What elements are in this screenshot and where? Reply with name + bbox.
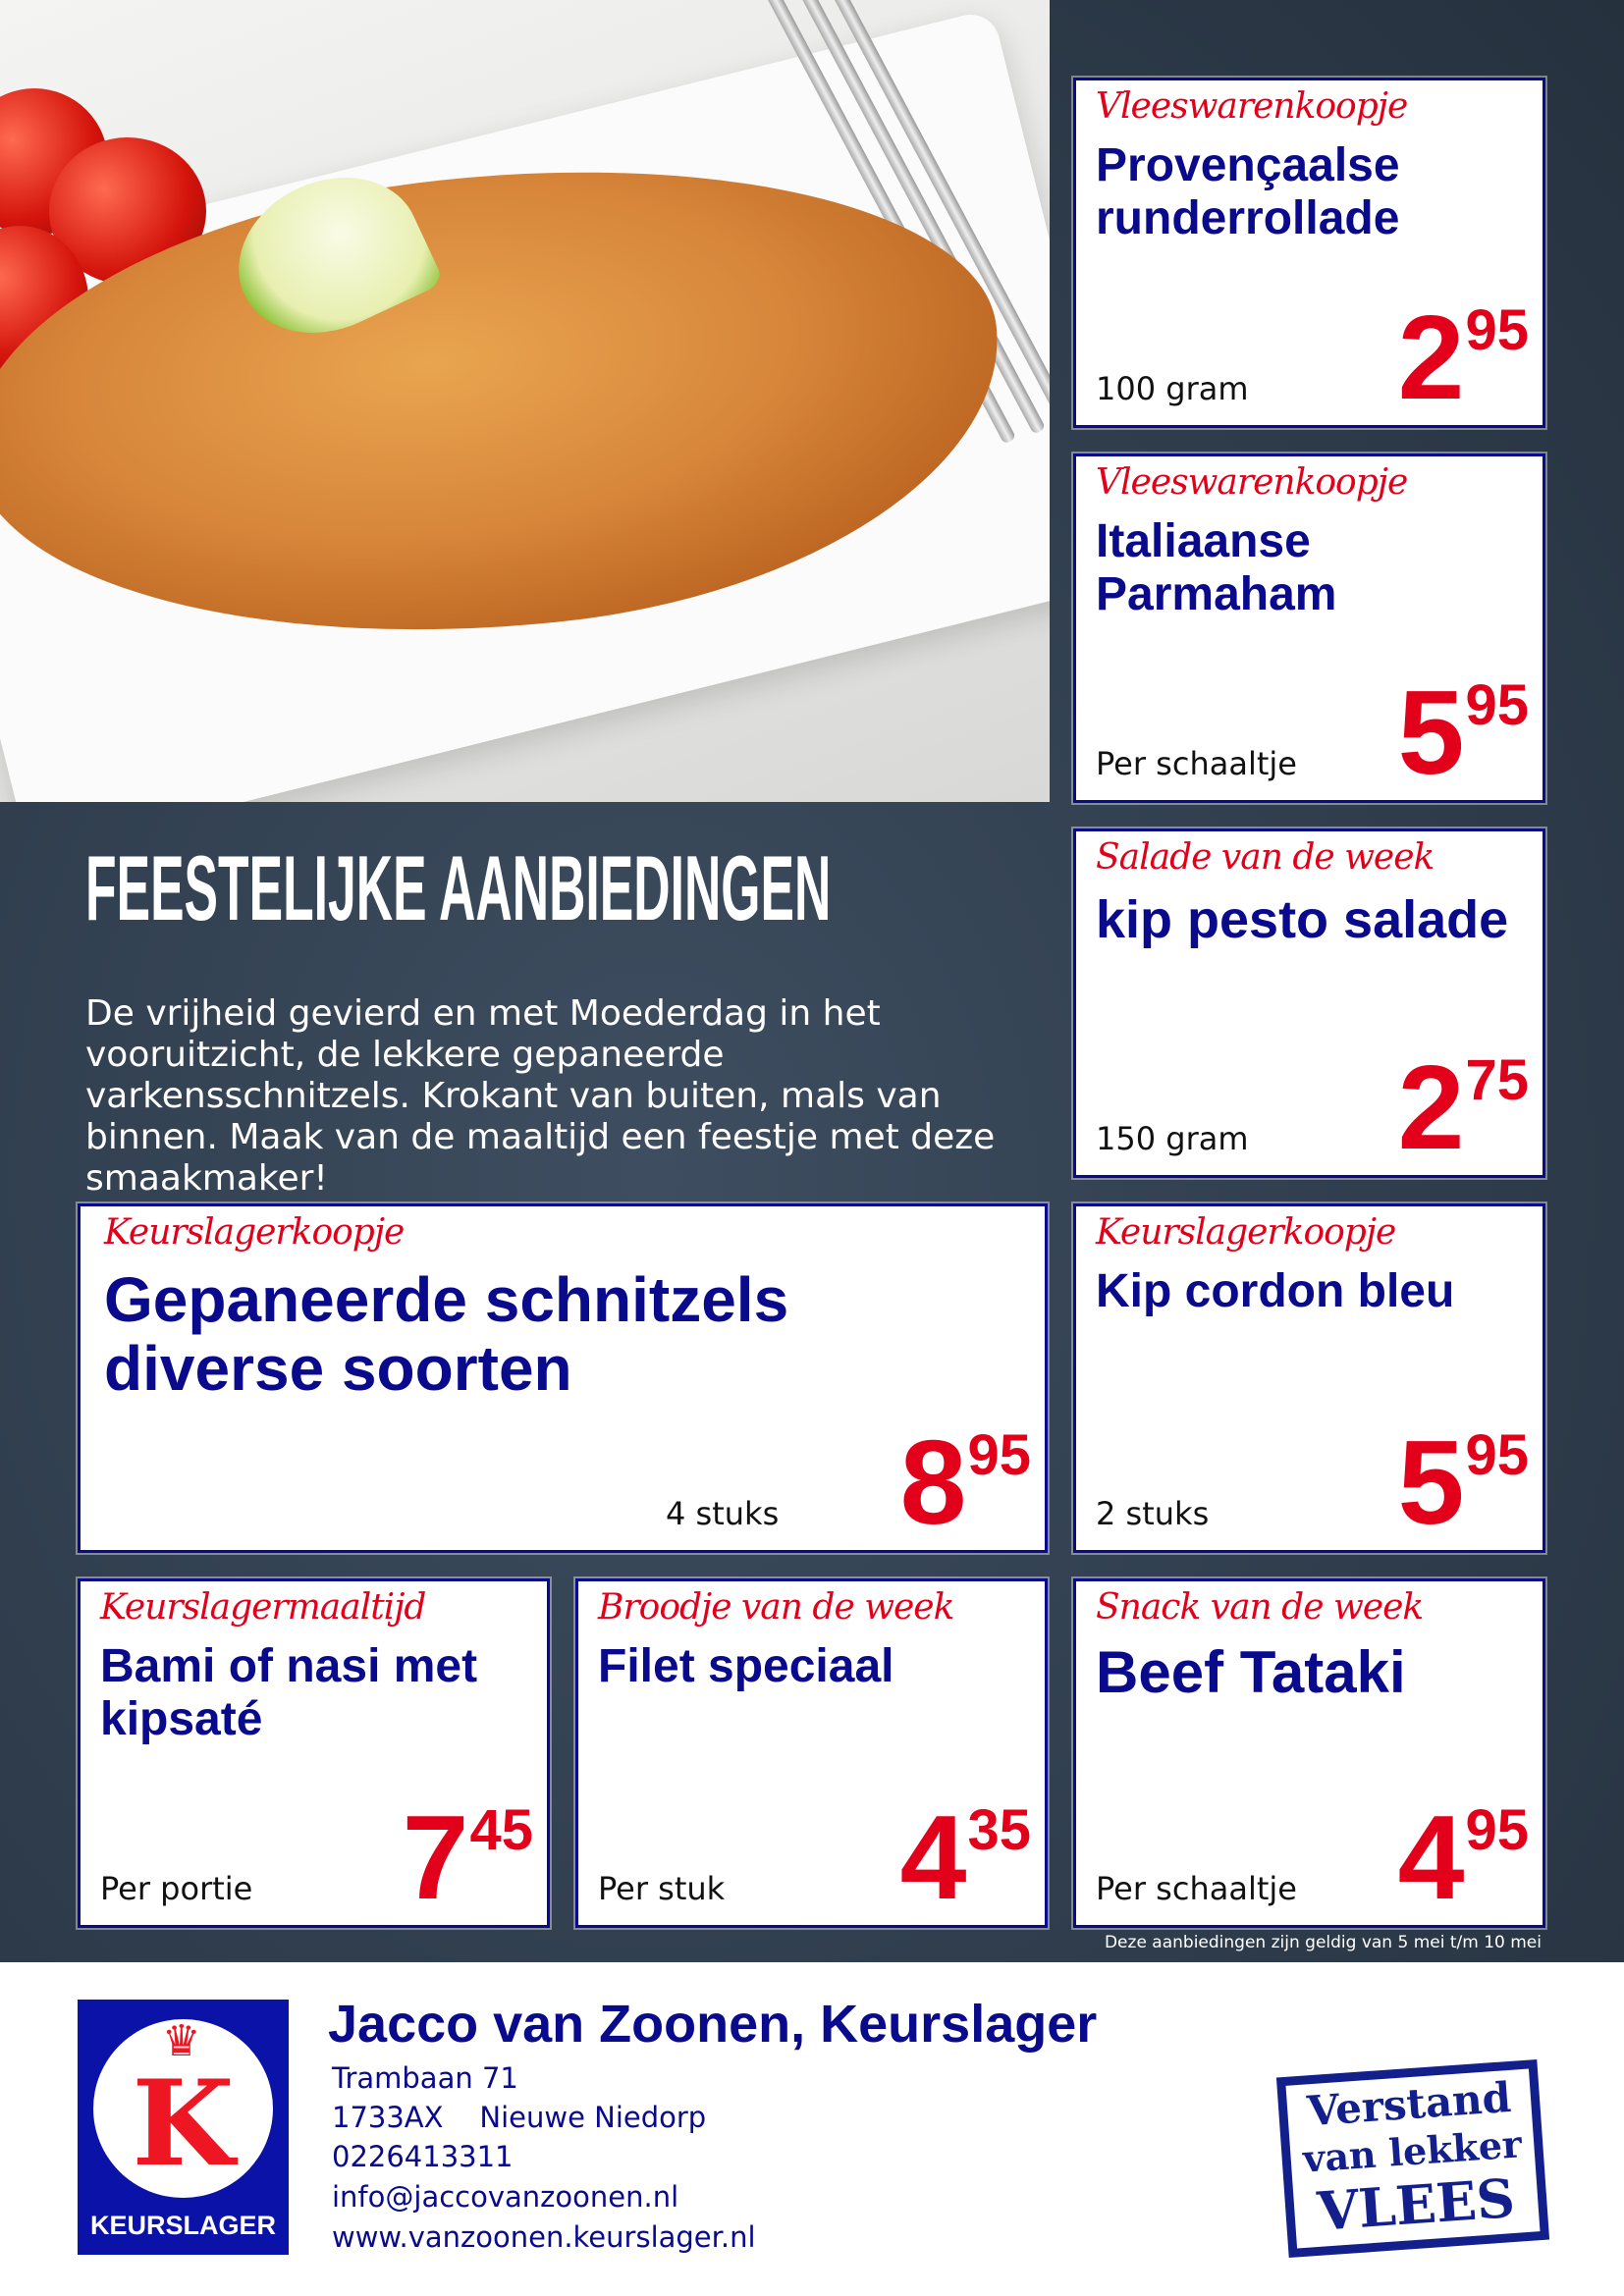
offer-card: Vleeswarenkoopje Italiaanse Parmaham Per… <box>1073 454 1545 803</box>
offer-unit: 100 gram <box>1096 370 1249 407</box>
offer-price: 595 <box>1397 1415 1529 1549</box>
offer-category: Keurslagermaaltijd <box>100 1587 426 1628</box>
offer-category: Snack van de week <box>1096 1587 1424 1628</box>
offer-title: Filet speciaal <box>598 1640 894 1692</box>
verstand-van-lekker-vlees-stamp: Verstand van lekker VLEES <box>1275 2058 1550 2259</box>
offer-category: Broodje van de week <box>598 1587 954 1628</box>
offer-unit: Per schaaltje <box>1096 745 1297 782</box>
offer-unit: 4 stuks <box>666 1495 780 1532</box>
validity-note: Deze aanbiedingen zijn geldig van 5 mei … <box>1104 1933 1542 1952</box>
offer-price: 295 <box>1397 291 1529 424</box>
offer-title: Provençaalse runderrollade <box>1096 139 1400 244</box>
email-link[interactable]: info@jaccovanzoonen.nl <box>332 2180 679 2214</box>
offer-title: Italiaanse Parmaham <box>1096 515 1337 620</box>
page-headline: FEESTELIJKE AANBIEDINGEN <box>85 836 832 939</box>
offer-price: 495 <box>1397 1790 1529 1924</box>
postcode-city: 1733AX Nieuwe Niedorp <box>332 2101 707 2134</box>
offer-card-featured: Keurslagerkoopje Gepaneerde schnitzels d… <box>78 1203 1048 1553</box>
offer-unit: 2 stuks <box>1096 1495 1210 1532</box>
phone: 0226413311 <box>332 2140 514 2173</box>
offer-unit: Per schaaltje <box>1096 1870 1297 1907</box>
offer-title: Bami of nasi met kipsaté <box>100 1640 478 1745</box>
offer-category: Keurslagerkoopje <box>1096 1212 1396 1253</box>
offer-category: Vleeswarenkoopje <box>1096 462 1408 503</box>
offer-unit: Per stuk <box>598 1870 726 1907</box>
offer-card: Salade van de week kip pesto salade 150 … <box>1073 828 1545 1178</box>
crown-icon: ♛ <box>162 2016 201 2066</box>
offer-card: Broodje van de week Filet speciaal Per s… <box>575 1578 1048 1928</box>
website-link[interactable]: www.vanzoonen.keurslager.nl <box>332 2220 756 2254</box>
schnitzel-photo <box>0 0 1050 802</box>
keurslager-logo: ♛ K KEURSLAGER <box>78 2000 289 2255</box>
offer-price: 895 <box>899 1415 1031 1549</box>
offer-category: Keurslagerkoopje <box>104 1212 405 1253</box>
offer-card: Keurslagermaaltijd Bami of nasi met kips… <box>78 1578 550 1928</box>
offer-title: Beef Tataki <box>1096 1639 1406 1705</box>
offer-title: kip pesto salade <box>1096 890 1509 949</box>
offer-unit: Per portie <box>100 1870 253 1907</box>
offer-category: Vleeswarenkoopje <box>1096 86 1408 127</box>
offer-unit: 150 gram <box>1096 1120 1249 1157</box>
offer-category: Salade van de week <box>1096 837 1435 878</box>
offer-title: Kip cordon bleu <box>1096 1265 1455 1317</box>
street: Trambaan 71 <box>332 2061 518 2095</box>
offer-price: 435 <box>899 1790 1031 1924</box>
offer-price: 595 <box>1397 666 1529 799</box>
offer-price: 745 <box>402 1790 533 1924</box>
offer-card: Keurslagerkoopje Kip cordon bleu 2 stuks… <box>1073 1203 1545 1553</box>
intro-text: De vrijheid gevierd en met Moederdag in … <box>85 993 996 1199</box>
shop-name: Jacco van Zoonen, Keurslager <box>328 1995 1098 2054</box>
offer-card: Snack van de week Beef Tataki Per schaal… <box>1073 1578 1545 1928</box>
page-headline-container: FEESTELIJKE AANBIEDINGEN <box>85 836 1028 944</box>
offer-price: 275 <box>1397 1041 1529 1174</box>
offer-title: Gepaneerde schnitzels diverse soorten <box>104 1264 789 1404</box>
offer-card: Vleeswarenkoopje Provençaalse runderroll… <box>1073 78 1545 428</box>
